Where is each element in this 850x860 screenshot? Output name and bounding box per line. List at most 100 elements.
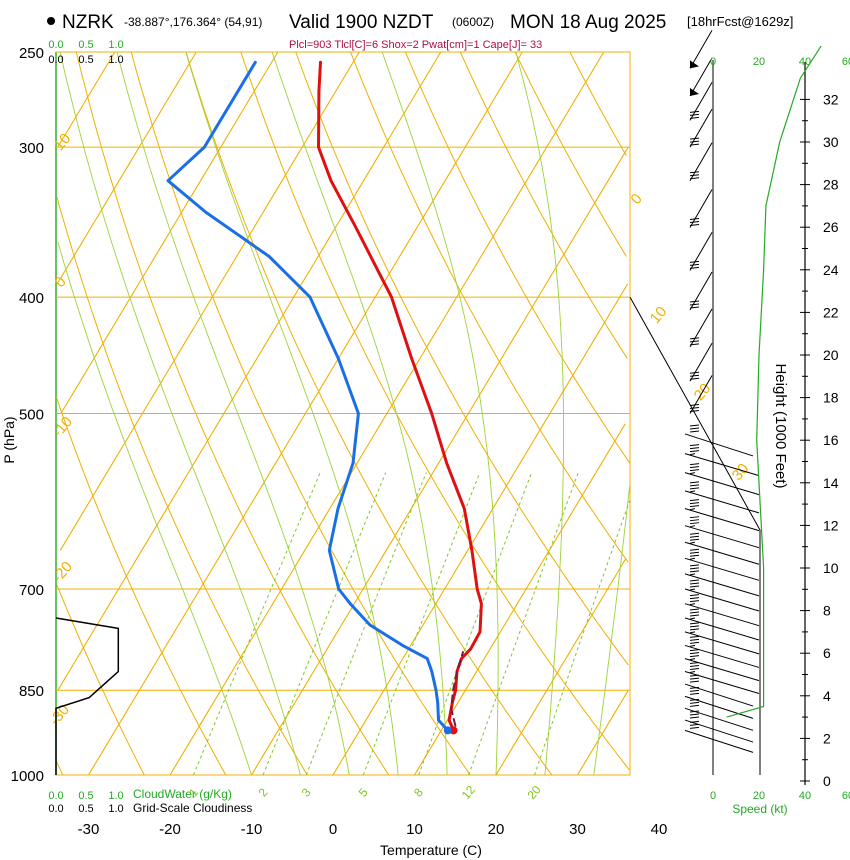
- wind-barb-flag: [689, 649, 700, 652]
- wind-barb-flag: [689, 704, 700, 707]
- height-tick-label: 4: [823, 688, 831, 704]
- wind-barb-flag: [689, 625, 700, 628]
- wind-barb-half-flag: [689, 603, 696, 606]
- wind-barb: [684, 649, 760, 682]
- height-axis-title: Height (1000 Feet): [772, 363, 789, 488]
- height-tick-label: 32: [823, 91, 839, 107]
- wind-barb-half-flag: [689, 525, 696, 528]
- speed-tick-bottom: 60: [842, 790, 850, 802]
- mixing-ratio-label: 5: [356, 785, 371, 799]
- wind-barb-half-flag: [689, 490, 696, 493]
- wind-barb-staff: [689, 82, 713, 121]
- pressure-axis-title: P (hPa): [1, 416, 17, 463]
- cloudwater-tick-top: 0.5: [78, 39, 93, 51]
- wind-barb: [684, 564, 760, 597]
- wind-barb-staff: [684, 588, 760, 612]
- isotherm: [60, 51, 279, 414]
- wind-barb-staff: [684, 453, 760, 477]
- wind-barb-staff: [684, 631, 760, 655]
- wind-barb: [684, 608, 760, 641]
- wind-barb-staff: [689, 189, 713, 228]
- wind-barb: [684, 594, 760, 627]
- wind-barb-half-flag: [689, 658, 696, 661]
- pressure-tick-label: 250: [19, 45, 44, 62]
- wind-barb-flag: [689, 680, 700, 683]
- wind-barb: [684, 720, 754, 753]
- wind-barb: [684, 674, 754, 707]
- speed-tick-bottom: 40: [799, 790, 811, 802]
- isotherm: [577, 689, 629, 776]
- wind-barb-staff: [684, 644, 760, 668]
- wind-barb: [689, 271, 713, 311]
- moist-adiabat: [593, 486, 631, 776]
- wind-barb: [684, 686, 754, 719]
- mixing-ratio-line: [468, 472, 579, 776]
- slant-boundary-line: [629, 296, 761, 775]
- cloudiness-tick-bottom: 0.0: [48, 803, 63, 815]
- wind-barb-flag: [689, 532, 700, 535]
- wind-barb-flag: [689, 113, 700, 116]
- dry-adiabat: [56, 397, 227, 776]
- height-tick-label: 2: [823, 730, 831, 746]
- dry-adiabat: [56, 196, 308, 776]
- wind-barb-flag: [689, 450, 700, 453]
- wind-barb-flag: [689, 726, 700, 729]
- wind-barb-flag: [689, 487, 700, 490]
- speed-axis-title: Speed (kt): [732, 802, 787, 816]
- height-tick-label: 8: [823, 603, 831, 619]
- mixing-ratio-line: [192, 472, 321, 776]
- surface-temperature-marker: [449, 726, 458, 735]
- wind-barb-staff: [684, 433, 754, 457]
- wind-barb-half-flag: [689, 588, 696, 591]
- wind-barb-flag: [689, 655, 700, 658]
- wind-barb-flag: [689, 692, 700, 695]
- mixing-ratio-label: 12: [459, 783, 479, 802]
- dry-adiabat: [404, 51, 631, 464]
- wind-barb-staff: [689, 30, 713, 69]
- wind-barb-flag: [689, 582, 700, 585]
- mixing-ratio-label: 20: [524, 783, 544, 802]
- wind-barb: [689, 232, 713, 271]
- wind-barb-flag: [689, 266, 700, 269]
- wind-barb-staff: [684, 617, 760, 641]
- wind-barb-flag: [689, 143, 700, 146]
- wind-barb-half-flag: [689, 453, 696, 456]
- wind-barb-flag: [689, 177, 700, 180]
- wind-barb-half-flag: [689, 644, 696, 647]
- wind-barb: [689, 375, 713, 414]
- wind-barb-half-flag: [689, 508, 696, 511]
- isotherm-label: 0: [51, 273, 69, 290]
- dry-adiabat: [569, 51, 627, 156]
- wind-barb: [684, 548, 760, 581]
- height-tick-label: 18: [823, 390, 839, 406]
- speed-tick-top: 40: [799, 56, 811, 68]
- wind-barb-staff: [684, 707, 754, 731]
- wind-barb-flag: [689, 220, 700, 223]
- isotherm: [251, 146, 629, 776]
- wind-barb-flag: [689, 374, 700, 377]
- height-tick-label: 14: [823, 475, 839, 491]
- wind-barb: [689, 308, 713, 348]
- height-tick-label: 16: [823, 432, 839, 448]
- wind-barb-staff: [684, 683, 754, 707]
- wind-barb-flag: [689, 174, 700, 177]
- dry-adiabat: [240, 51, 630, 771]
- isotherm: [169, 51, 605, 776]
- wind-barb: [684, 622, 760, 655]
- valid-date: MON 18 Aug 2025: [510, 12, 666, 33]
- wind-barb-staff: [689, 271, 713, 311]
- height-tick-label: 24: [823, 262, 839, 278]
- wind-speed-profile-line: [726, 45, 822, 718]
- isotherm-label: -30: [46, 701, 73, 729]
- wind-barb-flag: [689, 260, 700, 263]
- speed-tick-top: 20: [753, 56, 765, 68]
- wind-barb: [689, 57, 713, 97]
- wind-barb-flag: [689, 481, 700, 484]
- wind-barb-flag: [689, 306, 700, 309]
- wind-barb-flag: [689, 677, 700, 680]
- wind-barb-flag: [689, 519, 700, 522]
- wind-barb-flag: [689, 502, 700, 505]
- wind-barb-staff: [689, 108, 713, 148]
- cloudwater-title: CloudWater (g/Kg): [133, 787, 232, 801]
